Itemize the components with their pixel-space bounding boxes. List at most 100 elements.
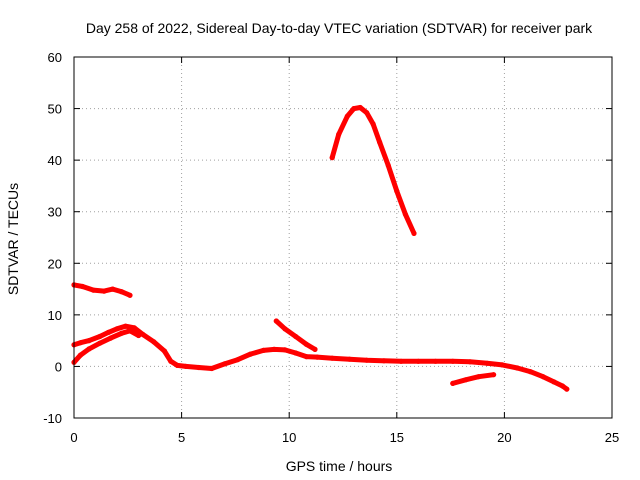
series-arc-1 [71, 282, 133, 298]
series-arc-3 [71, 328, 142, 365]
data-point [131, 325, 137, 331]
data-point [161, 348, 167, 354]
data-point [370, 121, 376, 127]
data-point [293, 333, 299, 340]
data-point [377, 139, 383, 145]
series-band [71, 323, 570, 392]
series-arc-6 [450, 372, 497, 386]
data-point [174, 362, 180, 368]
chart-title: Day 258 of 2022, Sidereal Day-to-day VTE… [86, 20, 593, 36]
data-point [540, 374, 546, 380]
data-point [271, 346, 277, 352]
data-point [476, 374, 482, 380]
data-point [357, 104, 363, 111]
plot-frame [73, 56, 613, 419]
data-point [127, 328, 133, 334]
data-point [364, 110, 370, 116]
data-point [514, 365, 520, 371]
data-point [282, 326, 288, 332]
y-axis-label: SDTVAR / TECUs [5, 183, 21, 295]
data-point [118, 330, 124, 336]
data-point [432, 358, 439, 364]
data-point [97, 333, 103, 340]
data-point [282, 347, 288, 353]
data-point [499, 362, 505, 368]
data-point [151, 339, 157, 345]
data-point [209, 365, 215, 372]
x-tick-label: 15 [390, 430, 404, 445]
x-tick-label: 10 [282, 430, 296, 445]
series-arc-5 [329, 104, 417, 236]
data-point [398, 358, 404, 364]
y-tick-label: 50 [48, 102, 62, 117]
data-point [77, 352, 84, 358]
data-point [136, 332, 142, 339]
data-point [123, 323, 129, 329]
data-point [385, 162, 391, 168]
data-point [450, 380, 456, 386]
data-point [183, 363, 189, 369]
data-point [329, 355, 335, 361]
data-point [127, 292, 133, 298]
data-point [273, 318, 279, 324]
data-point [381, 358, 387, 364]
data-point [86, 338, 92, 344]
data-point [346, 356, 353, 362]
y-tick-label: 40 [48, 153, 62, 168]
data-point [108, 335, 114, 341]
data-point [114, 326, 120, 332]
grid-lines [74, 57, 612, 418]
data-point [314, 354, 320, 360]
data-point [467, 359, 473, 365]
data-point [293, 350, 299, 356]
axis-ticks: 0 5 10 15 20 25 -10 0 10 20 30 40 50 60 [43, 50, 619, 445]
data-point [90, 287, 96, 293]
y-tick-label: 20 [48, 256, 62, 271]
data-point [77, 340, 84, 346]
data-point [110, 286, 116, 292]
data-point [559, 383, 566, 389]
data-point [415, 358, 421, 364]
data-point [364, 357, 370, 363]
series-band [450, 372, 497, 386]
y-tick-label: 0 [55, 359, 62, 374]
data-point [303, 341, 309, 347]
data-point [260, 347, 266, 353]
data-point [196, 364, 202, 371]
series-arc-2 [71, 323, 570, 392]
data-point [105, 329, 111, 335]
data-point [564, 386, 570, 392]
data-points [71, 104, 570, 392]
x-tick-label: 5 [178, 430, 185, 445]
data-point [351, 106, 357, 112]
data-point [411, 230, 417, 236]
data-point [551, 379, 557, 385]
data-point [336, 131, 342, 137]
data-point [402, 211, 408, 217]
data-point [140, 331, 146, 338]
data-point [247, 351, 254, 357]
data-point [450, 358, 456, 364]
data-point [491, 372, 497, 378]
data-point [303, 354, 309, 360]
data-point [118, 289, 124, 295]
data-point [463, 377, 469, 383]
x-tick-label: 20 [497, 430, 511, 445]
data-point [101, 288, 107, 294]
y-tick-label: 10 [48, 308, 62, 323]
x-tick-label: 25 [605, 430, 619, 445]
data-point [527, 369, 533, 375]
series-arc-4 [273, 318, 318, 352]
y-tick-label: -10 [43, 411, 62, 426]
data-point [235, 357, 241, 363]
data-point [86, 346, 92, 352]
data-point [97, 340, 103, 346]
x-axis-label: GPS time / hours [286, 458, 393, 474]
data-point [222, 361, 228, 367]
y-tick-label: 60 [48, 50, 62, 65]
data-point [484, 360, 490, 366]
series-band [329, 105, 417, 236]
y-tick-label: 30 [48, 205, 62, 220]
x-tick-label: 0 [70, 430, 77, 445]
